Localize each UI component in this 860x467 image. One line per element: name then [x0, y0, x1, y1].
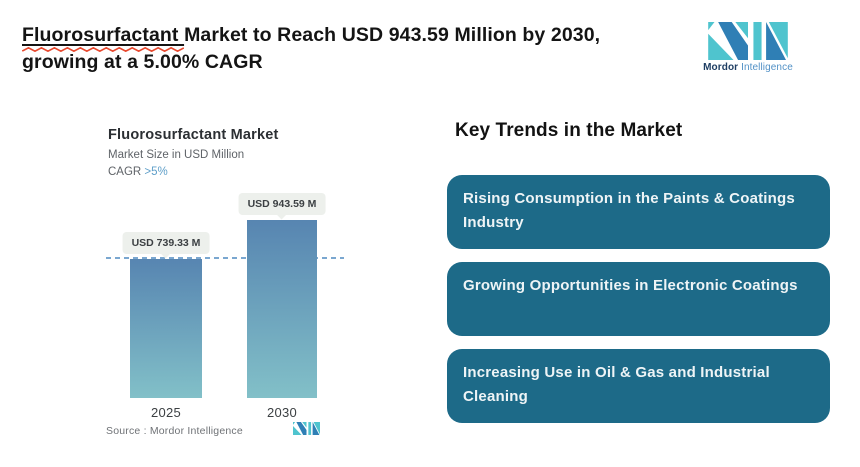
reference-dashed-line	[106, 257, 344, 259]
chart-subtitle: Market Size in USD Million	[108, 149, 245, 161]
bar-value-label-2025: USD 739.33 M	[122, 232, 210, 254]
page-title: Fluorosurfactant Market to Reach USD 943…	[22, 22, 682, 76]
cagr-value: >5%	[144, 166, 168, 178]
source-logo-icon	[293, 422, 320, 435]
brand-logo: Mordor Intelligence	[700, 22, 796, 73]
key-trends-heading: Key Trends in the Market	[455, 120, 683, 141]
spellcheck-squiggle	[22, 47, 185, 52]
brand-name-bold: Mordor	[703, 62, 739, 73]
cagr-label: CAGR	[108, 166, 145, 178]
x-axis-tick-2030: 2030	[266, 405, 298, 420]
brand-name-light: Intelligence	[741, 62, 793, 73]
trend-card-paints-coatings: Rising Consumption in the Paints & Coati…	[447, 175, 830, 249]
brand-wordmark: Mordor Intelligence	[700, 62, 796, 73]
title-rest-text: Market to Reach USD 943.59 Million by 20…	[184, 24, 601, 46]
underlined-keyword: Fluorosurfactant	[22, 24, 185, 52]
bar-2025	[130, 259, 202, 398]
source-attribution: Source : Mordor Intelligence	[106, 425, 243, 437]
mordor-intelligence-logo-icon	[708, 22, 788, 60]
title-line-1: Fluorosurfactant Market to Reach USD 943…	[22, 22, 682, 52]
trend-card-oil-gas-cleaning: Increasing Use in Oil & Gas and Industri…	[447, 349, 830, 423]
chart-cagr-line: CAGR >5%	[108, 166, 168, 178]
bar-value-label-2030: USD 943.59 M	[238, 193, 326, 215]
x-axis-tick-2025: 2025	[150, 405, 182, 420]
title-highlight-text: Fluorosurfactant	[22, 24, 179, 46]
chart-title: Fluorosurfactant Market	[108, 127, 279, 143]
trend-card-electronic-coatings: Growing Opportunities in Electronic Coat…	[447, 262, 830, 336]
bar-2030	[247, 220, 317, 398]
title-line-2: growing at a 5.00% CAGR	[22, 51, 263, 73]
